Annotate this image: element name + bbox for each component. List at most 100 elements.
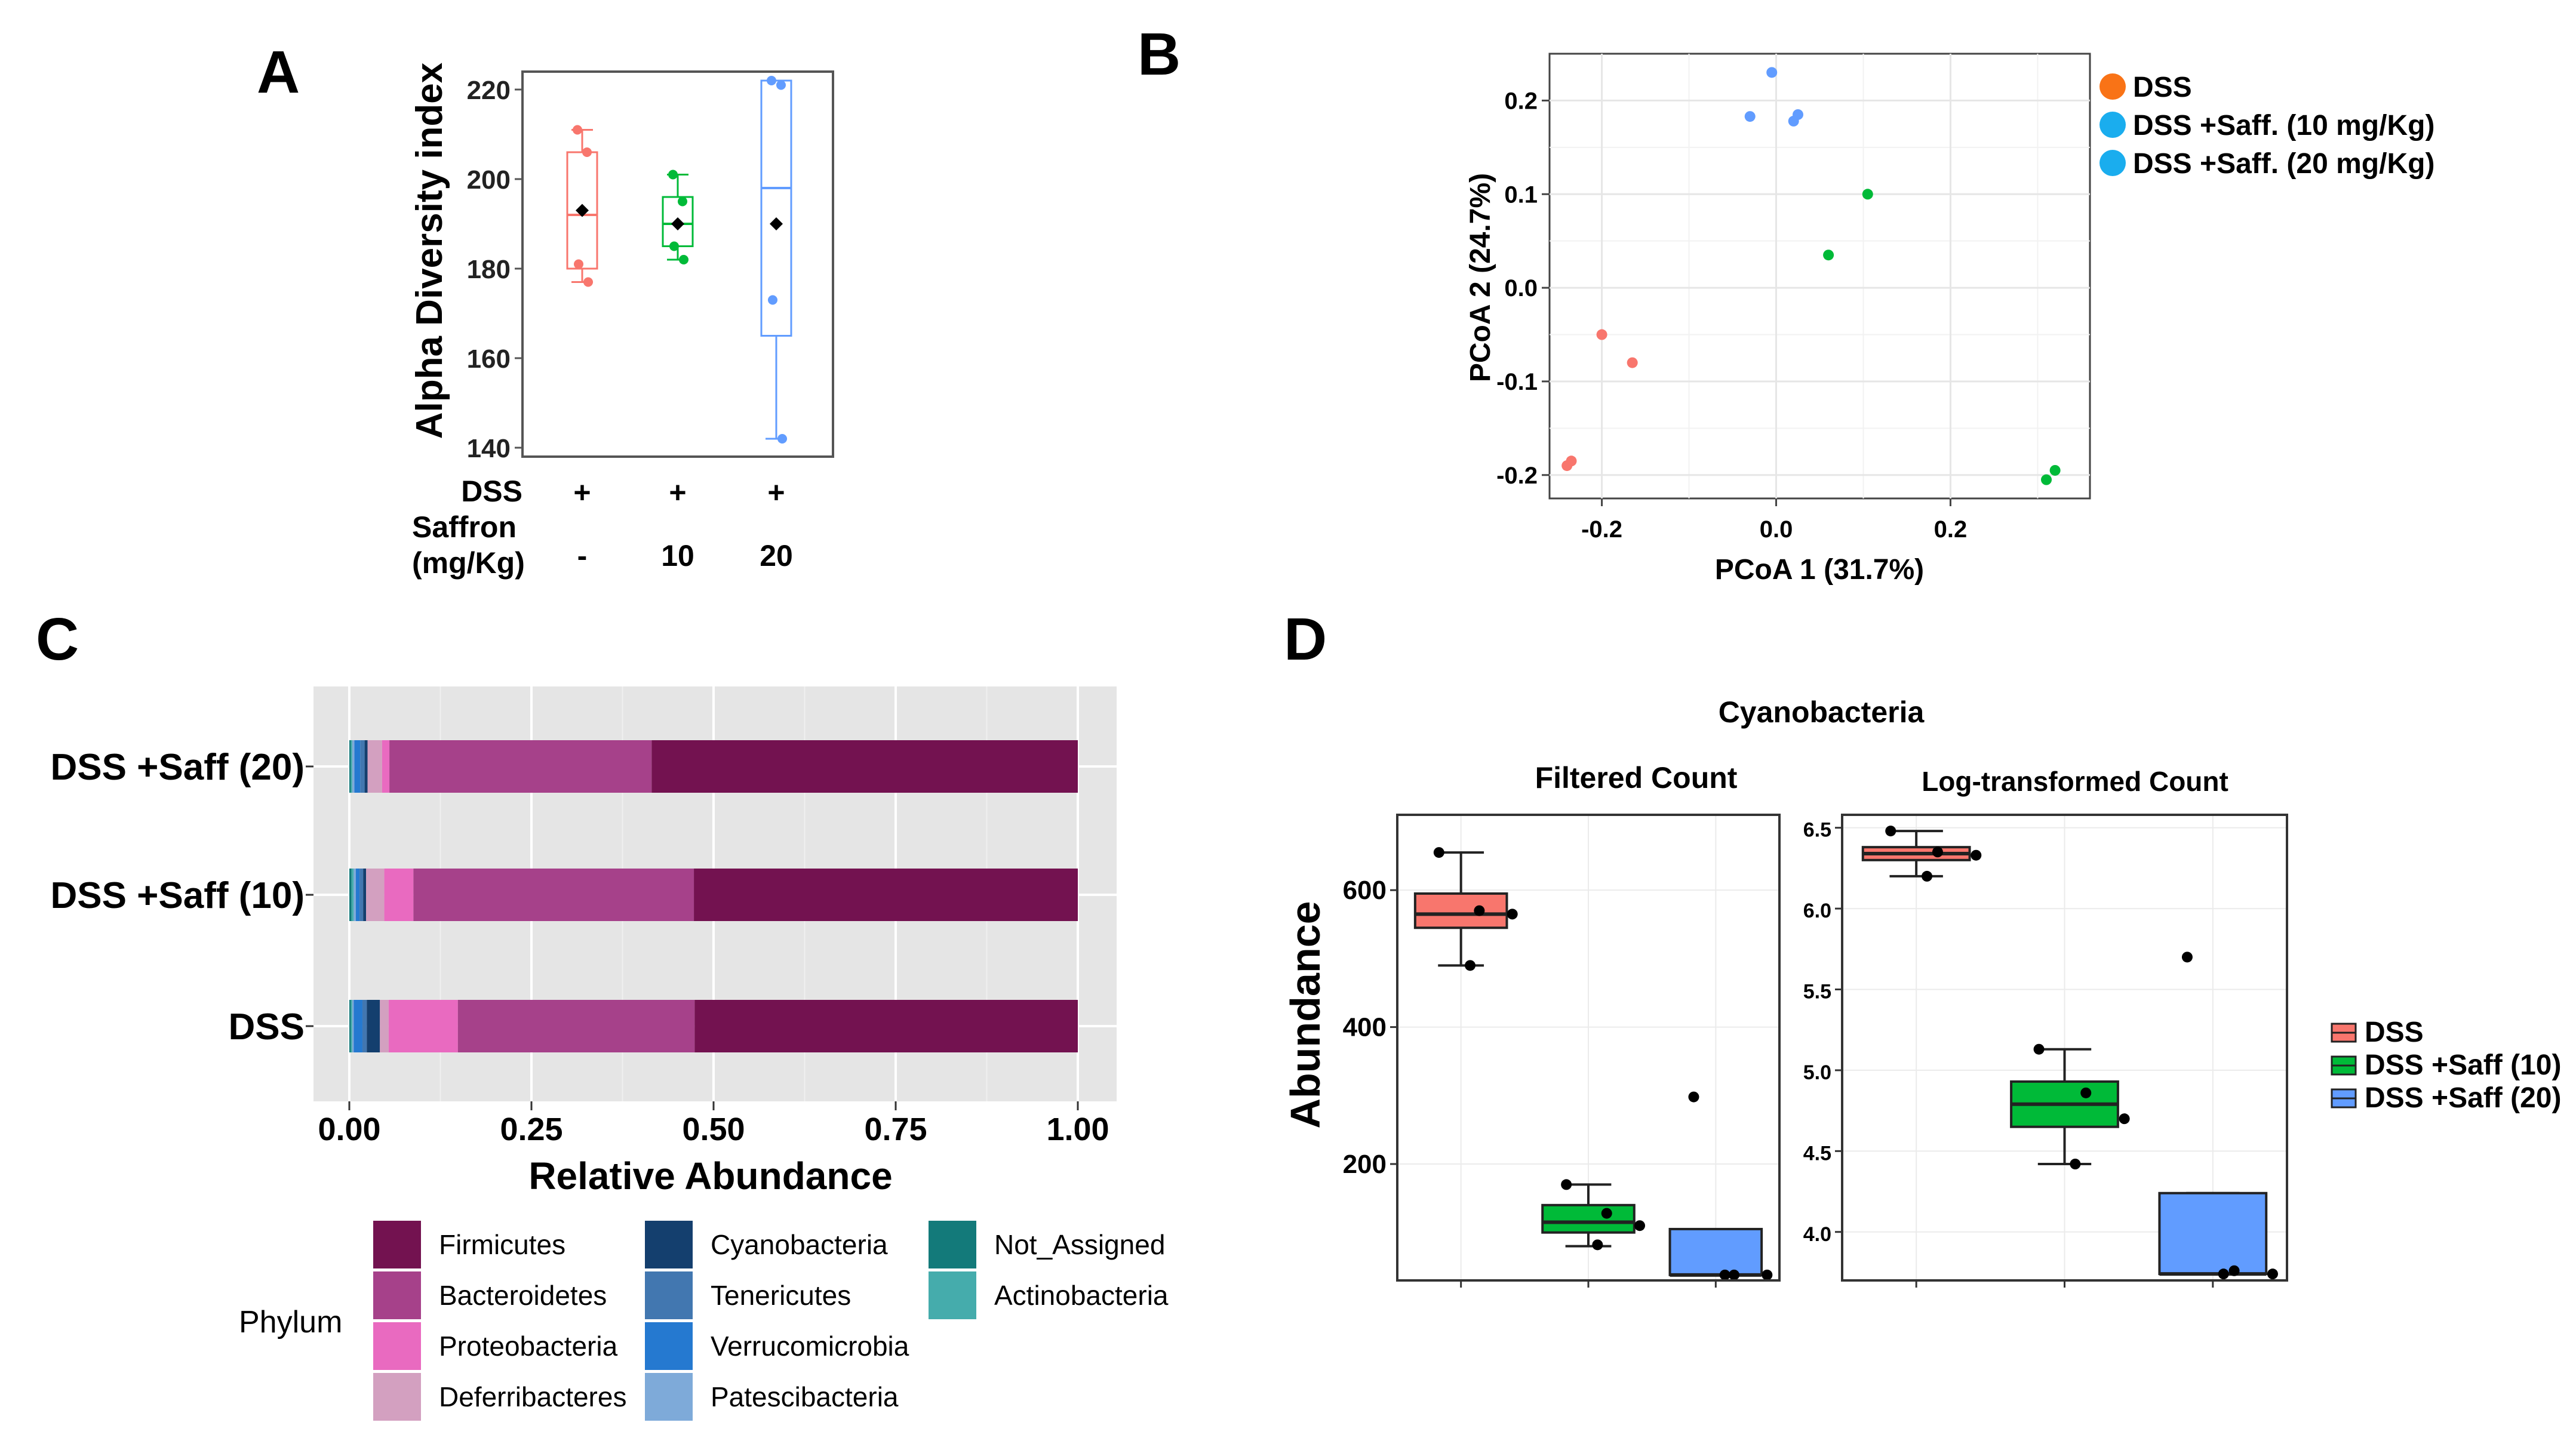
panel-c-legend-label: Deferribacteres (439, 1381, 626, 1412)
panel-d-facet-log: 6.5 6.0 5.5 5.0 4.5 4.0 (1803, 814, 2288, 1288)
panel-c-legend-title: Phylum (239, 1305, 342, 1340)
panel-c-legend-swatch (373, 1373, 421, 1421)
panel-d-box (1668, 1227, 1763, 1276)
panel-b-x-tick-label: 0.2 (1934, 516, 1968, 543)
panel-a-point (767, 76, 776, 85)
panel-a-row-label-saffron: Saffron (412, 510, 517, 544)
panel-d-legend-label: DSS +Saff (20) (2365, 1082, 2561, 1114)
panel-c-bar-segment (367, 1000, 380, 1052)
panel-d-y-tick-label: 6.5 (1803, 819, 1831, 842)
panel-d-title: Cyanobacteria (1719, 695, 1925, 729)
panel-c-bar-segment (694, 869, 1078, 921)
panel-b-legend-key (2099, 150, 2126, 176)
panel-d-point (1433, 847, 1444, 858)
panel-b-point (1561, 460, 1573, 472)
panel-a-y-tick-label: 140 (467, 434, 511, 463)
panel-d-point (1922, 870, 1933, 882)
panel-a-saffron-value: 20 (760, 539, 793, 572)
panel-a-y-tick-label: 180 (467, 255, 511, 284)
panel-c-bar-segment (351, 1000, 352, 1052)
panel-d-point (1474, 905, 1485, 916)
panel-label-c: C (36, 606, 79, 673)
panel-c-bar-segment (359, 869, 364, 921)
panel-c-bar-segment (363, 869, 367, 921)
panel-c-bar-segment (382, 740, 390, 793)
panel-c-x-ticks: 0.00 0.25 0.50 0.75 1.00 (318, 1101, 1109, 1147)
panel-d-box (1413, 892, 1508, 929)
panel-b-legend-key (2099, 73, 2126, 100)
panel-c-legend-swatch (373, 1322, 421, 1370)
panel-c-legend-label: Firmicutes (439, 1229, 565, 1260)
panel-d-point (1729, 1269, 1740, 1280)
panel-d-point (2070, 1159, 2081, 1169)
panel-b-legend-label: DSS (2133, 72, 2192, 103)
panel-a-dss-value: + (669, 476, 686, 509)
panel-c-legend-label: Tenericutes (711, 1280, 851, 1311)
panel-c-legend-label: Cyanobacteria (711, 1229, 888, 1260)
panel-b-x-tick-label: 0.0 (1760, 516, 1793, 543)
panel-c-category-label: DSS +Saff (10) (50, 875, 305, 916)
panel-d-y-tick-label: 4.0 (1803, 1223, 1831, 1246)
panel-b-point (2049, 464, 2061, 476)
panel-d-point (2119, 1113, 2130, 1125)
panel-a-y-ticks: 140 160 180 200 220 (467, 76, 522, 463)
panel-b-points (1561, 67, 2061, 485)
panel-d-point (1592, 1239, 1603, 1251)
panel-c-stacked-bar: DSS +Saff (20) DSS +Saff (10) DSS 0.00 0.25… (50, 686, 1169, 1421)
panel-d-facet-1-title: Filtered Count (1535, 761, 1738, 795)
panel-d-point (1688, 1091, 1699, 1103)
panel-b-pcoa: -0.2 0.0 0.2 0.2 0.1 0.0 -0.1 -0.2 PCoA 1 (31.7… (1465, 53, 2434, 586)
panel-a-saffron-value: 10 (661, 539, 694, 572)
panel-d-y-tick-label: 6.0 (1803, 900, 1831, 922)
panel-c-x-tick-label: 0.50 (682, 1111, 745, 1147)
panel-a-y-tick-label: 160 (467, 344, 511, 374)
panel-c-bar-segment (352, 1000, 354, 1052)
panel-c-bar-segment (352, 740, 355, 793)
panel-b-legend-label: DSS +Saff. (10 mg/Kg) (2133, 110, 2434, 141)
panel-a-y-tick-label: 200 (467, 165, 511, 195)
panel-b-point (1862, 189, 1873, 200)
panel-c-bar-segment (380, 1000, 389, 1052)
panel-d-point (1601, 1208, 1612, 1219)
panel-a-plot-border (521, 70, 834, 458)
panel-a-dss-value: + (767, 476, 785, 509)
panel-c-legend-swatch (645, 1322, 693, 1370)
panel-d-point (2267, 1268, 2278, 1280)
panel-a-dss-value: + (573, 476, 591, 509)
panel-b-y-tick-label: 0.1 (1504, 181, 1538, 208)
panel-c-legend-label: Bacteroidetes (439, 1280, 607, 1311)
panel-d-point (2218, 1268, 2229, 1280)
panel-b-plot-background (1548, 53, 2091, 500)
panel-d-y-axis-label: Abundance (1282, 901, 1329, 1128)
panel-b-y-tick-label: 0.2 (1504, 88, 1538, 114)
panel-d-box (1541, 1203, 1636, 1234)
panel-c-bar-segment (651, 740, 1078, 793)
panel-b-point (1744, 111, 1756, 122)
panel-c-legend-label: Proteobacteria (439, 1331, 618, 1362)
panel-c-bar-segment (362, 1000, 367, 1052)
panel-a-point (583, 277, 593, 287)
panel-label-b: B (1138, 21, 1181, 88)
panel-b-y-tick-label: -0.2 (1496, 463, 1538, 489)
panel-c-legend-swatch (645, 1221, 693, 1268)
panel-d-point (1465, 960, 1476, 971)
panel-b-legend: DSS DSS +Saff. (10 mg/Kg) DSS +Saff. (20 m… (2099, 72, 2434, 180)
panel-d-point (1561, 1179, 1572, 1190)
panel-d-point (2228, 1265, 2240, 1276)
panel-c-legend-label: Patescibacteria (711, 1381, 899, 1412)
panel-c-x-tick-label: 0.00 (318, 1111, 380, 1147)
panel-c-bar-segment (353, 1000, 362, 1052)
panel-c-bar-segment (351, 869, 354, 921)
panel-c-bar-segment (457, 1000, 695, 1052)
panel-c-bar-segment (349, 740, 351, 793)
panel-c-bar-segment (360, 740, 365, 793)
panel-d-point (1932, 846, 1943, 858)
panel-c-legend-swatch (929, 1271, 976, 1319)
panel-b-y-tick-label: -0.1 (1496, 369, 1538, 395)
panel-b-ticks: -0.2 0.0 0.2 0.2 0.1 0.0 -0.1 -0.2 (1496, 88, 1967, 543)
panel-b-y-axis-label: PCoA 2 (24.7%) (1465, 173, 1496, 382)
panel-c-category-label: DSS +Saff (20) (50, 747, 305, 788)
panel-a-point (669, 241, 679, 251)
panel-d-legend-label: DSS +Saff (10) (2365, 1049, 2561, 1081)
